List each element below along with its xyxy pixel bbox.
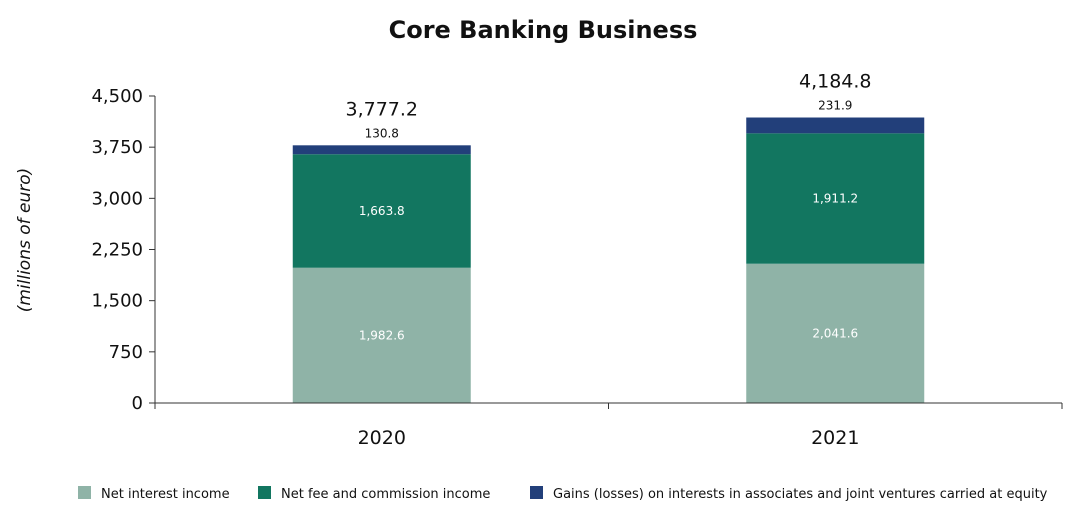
x-tick-label: 2020 bbox=[358, 427, 406, 449]
bar-segment-label: 1,663.8 bbox=[359, 204, 405, 218]
x-axis: 2020 2021 bbox=[154, 402, 1063, 449]
legend-swatch bbox=[78, 486, 91, 499]
bar-segment-label: 2,041.6 bbox=[812, 326, 858, 340]
legend-swatch bbox=[258, 486, 271, 499]
legend-label: Gains (losses) on interests in associate… bbox=[553, 487, 1048, 502]
legend-swatch bbox=[530, 486, 543, 499]
legend-label: Net interest income bbox=[101, 487, 230, 502]
bar-segment bbox=[746, 117, 925, 134]
bar-segment-label: 1,911.2 bbox=[812, 192, 858, 206]
y-axis-label: (millions of euro) bbox=[15, 168, 35, 313]
y-tick-label: 3,750 bbox=[91, 137, 143, 158]
bar-segment bbox=[746, 133, 925, 264]
y-tick-label: 3,000 bbox=[91, 188, 143, 209]
y-tick-label: 2,250 bbox=[91, 240, 143, 261]
y-tick-label: 750 bbox=[109, 342, 143, 363]
bar-segment-label: 1,982.6 bbox=[359, 328, 405, 342]
bar-segment-label: 130.8 bbox=[365, 126, 399, 140]
bar-segment bbox=[746, 263, 925, 403]
y-tick-label: 1,500 bbox=[91, 291, 143, 312]
y-tick-label: 0 bbox=[132, 393, 143, 414]
bar-segment bbox=[292, 154, 471, 268]
bar-segment-label: 231.9 bbox=[818, 99, 852, 113]
y-tick-label: 4,500 bbox=[91, 86, 143, 107]
legend: Net interest income Net fee and commissio… bbox=[78, 486, 1048, 502]
x-tick-label: 2021 bbox=[811, 427, 859, 449]
legend-label: Net fee and commission income bbox=[281, 487, 490, 502]
bar-total-label: 4,184.8 bbox=[799, 71, 872, 93]
bar-segment bbox=[292, 267, 471, 403]
bar-segment bbox=[292, 145, 471, 155]
bars-group: 1,982.6 1,663.8 130.8 3,777.2 2,041.6 1,911.2… bbox=[292, 71, 925, 403]
bar-total-label: 3,777.2 bbox=[345, 98, 418, 120]
y-axis: 0 750 1,500 2,250 3,000 3,750 4,500 bbox=[91, 86, 156, 414]
chart-title: Core Banking Business bbox=[389, 16, 698, 44]
